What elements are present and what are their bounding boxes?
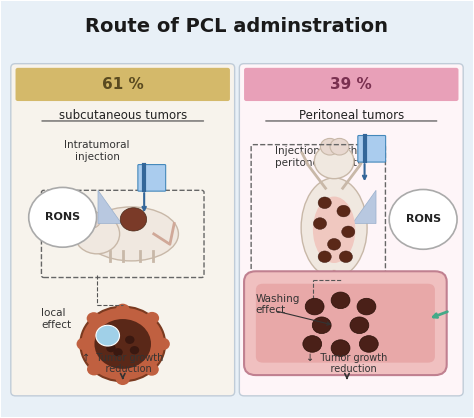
Circle shape [305, 298, 324, 315]
Circle shape [106, 344, 116, 352]
Polygon shape [353, 190, 376, 224]
Text: subcutaneous tumors: subcutaneous tumors [59, 109, 187, 122]
Circle shape [357, 298, 376, 315]
Circle shape [145, 363, 159, 376]
Circle shape [337, 205, 350, 217]
Circle shape [87, 363, 101, 375]
Circle shape [87, 312, 101, 325]
Circle shape [96, 325, 119, 346]
Circle shape [350, 317, 369, 334]
Text: 39 %: 39 % [330, 77, 372, 92]
Text: RONS: RONS [45, 212, 80, 222]
Text: Peritoneal tumors: Peritoneal tumors [299, 109, 404, 122]
Circle shape [145, 312, 159, 324]
FancyBboxPatch shape [244, 271, 447, 375]
FancyBboxPatch shape [244, 68, 458, 101]
Circle shape [120, 208, 146, 231]
Text: Washing
effect: Washing effect [256, 294, 300, 315]
Text: Route of PCL adminstration: Route of PCL adminstration [85, 17, 389, 36]
Text: Injection into the
peritoneal cavity: Injection into the peritoneal cavity [275, 146, 364, 168]
Circle shape [359, 336, 378, 352]
Circle shape [339, 251, 353, 263]
Text: Intratumoral
injection: Intratumoral injection [64, 140, 130, 162]
Ellipse shape [301, 178, 367, 278]
Circle shape [29, 187, 97, 247]
Ellipse shape [313, 196, 356, 263]
Circle shape [303, 336, 322, 352]
Circle shape [331, 340, 350, 357]
Circle shape [389, 189, 457, 249]
Text: RONS: RONS [406, 214, 441, 224]
FancyBboxPatch shape [358, 135, 386, 162]
Circle shape [328, 239, 341, 250]
Circle shape [314, 144, 354, 178]
Circle shape [74, 214, 119, 254]
Circle shape [125, 336, 135, 344]
Text: ↑  Tumor growth
    reduction: ↑ Tumor growth reduction [82, 353, 164, 374]
Circle shape [320, 138, 339, 155]
Circle shape [80, 306, 165, 381]
Circle shape [342, 226, 355, 238]
Circle shape [113, 348, 123, 357]
FancyBboxPatch shape [138, 165, 166, 191]
Circle shape [80, 210, 101, 229]
FancyBboxPatch shape [11, 64, 235, 396]
FancyBboxPatch shape [256, 284, 435, 363]
Polygon shape [98, 190, 121, 224]
Circle shape [130, 346, 139, 354]
Circle shape [76, 338, 91, 350]
Text: ↓  Tumor growth
    reduction: ↓ Tumor growth reduction [306, 353, 388, 374]
Circle shape [116, 303, 130, 316]
Circle shape [312, 317, 331, 334]
Circle shape [94, 319, 151, 369]
Circle shape [156, 338, 170, 350]
Circle shape [116, 372, 130, 385]
Circle shape [318, 197, 331, 209]
Circle shape [109, 331, 118, 340]
Circle shape [330, 138, 349, 155]
Text: local
effect: local effect [41, 308, 72, 330]
Ellipse shape [84, 207, 178, 261]
FancyBboxPatch shape [239, 64, 463, 396]
Text: 61 %: 61 % [102, 77, 144, 92]
Circle shape [318, 251, 331, 263]
Circle shape [331, 292, 350, 308]
Circle shape [313, 218, 327, 229]
FancyBboxPatch shape [16, 68, 230, 101]
